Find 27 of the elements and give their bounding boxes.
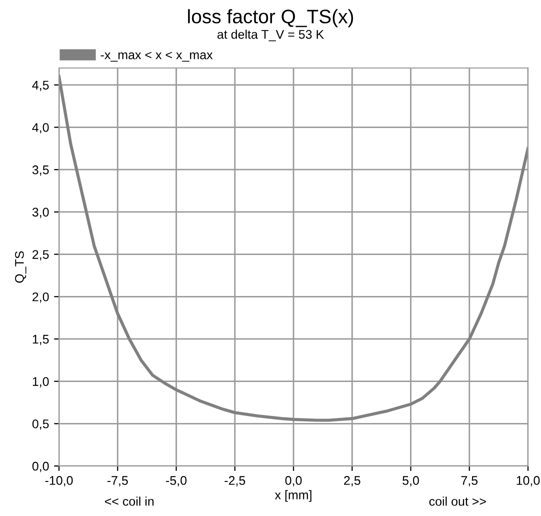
- y-tick-label: 0,0: [32, 462, 49, 472]
- x-tick-label: -7,5: [107, 476, 128, 486]
- y-tick-label: 0,5: [32, 419, 49, 430]
- y-tick-label: 1,5: [32, 334, 49, 346]
- line-series: [59, 74, 528, 422]
- y-tick-label: 3,5: [32, 165, 49, 176]
- y-tick-label: 4,0: [32, 123, 49, 134]
- x-tick-label: -5,0: [166, 476, 187, 486]
- text: << coil in: [104, 496, 154, 506]
- y-tick-label: 4,5: [32, 80, 49, 92]
- x-tick-label: -2,5: [224, 476, 246, 486]
- text: coil out >>: [429, 496, 486, 506]
- y-axis-title: Q_TS: [15, 251, 26, 283]
- x-tick-label: -10,0: [45, 476, 73, 486]
- x-tick-label: 10,0: [516, 476, 540, 486]
- y-tick-label: 2,5: [32, 250, 49, 260]
- y-tick-label: 2,0: [32, 292, 49, 303]
- x-tick-label: 7,5: [461, 476, 478, 486]
- x-axis-title: x [mm]: [274, 490, 312, 502]
- y-tick-label: 3,0: [32, 208, 49, 218]
- chart-subtitle: at delta T_V = 53 K: [217, 30, 324, 42]
- x-tick-label: 2,5: [344, 476, 360, 486]
- chart-title: loss factor Q_TS(x): [188, 9, 354, 28]
- x-tick-label: 0,0: [285, 476, 302, 486]
- legend-label: -x_max < x < x_max: [100, 52, 213, 62]
- y-tick-label: 1,0: [32, 377, 49, 388]
- x-tick-label: 5,0: [402, 476, 419, 486]
